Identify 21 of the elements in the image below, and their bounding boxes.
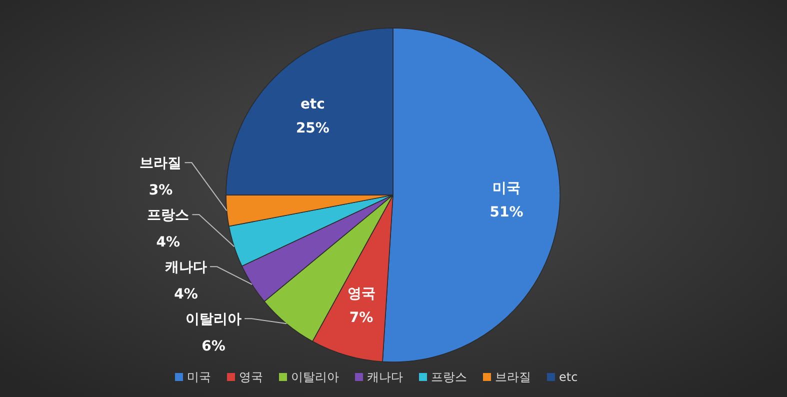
data-label: 7% bbox=[349, 310, 374, 326]
slice-label: 이탈리아 bbox=[186, 312, 242, 328]
slice-label: etc bbox=[300, 96, 325, 113]
category-label: 미국 bbox=[187, 370, 211, 384]
data-label: 3% bbox=[148, 182, 173, 199]
data-label: 4% bbox=[156, 234, 180, 251]
data-label: 51% bbox=[490, 204, 524, 221]
data-label: 6% bbox=[202, 338, 226, 355]
legend-label: 캐나다 bbox=[367, 370, 403, 384]
slice-label: 미국 bbox=[492, 180, 521, 197]
legend-label: 프랑스 bbox=[431, 370, 467, 384]
legend-label: 영국 bbox=[239, 370, 263, 384]
legend-label: 브라질 bbox=[495, 370, 531, 384]
data-label: 25% bbox=[296, 120, 330, 137]
legend-label: 이탈리아 bbox=[291, 370, 339, 384]
data-label: 4% bbox=[174, 286, 198, 303]
legend-label: etc bbox=[559, 370, 578, 384]
slice-label: 브라질 bbox=[140, 156, 182, 172]
slice-label: 프랑스 bbox=[147, 208, 190, 224]
slice-label: 영국 bbox=[347, 286, 376, 302]
slice-label: 캐나다 bbox=[164, 260, 207, 276]
